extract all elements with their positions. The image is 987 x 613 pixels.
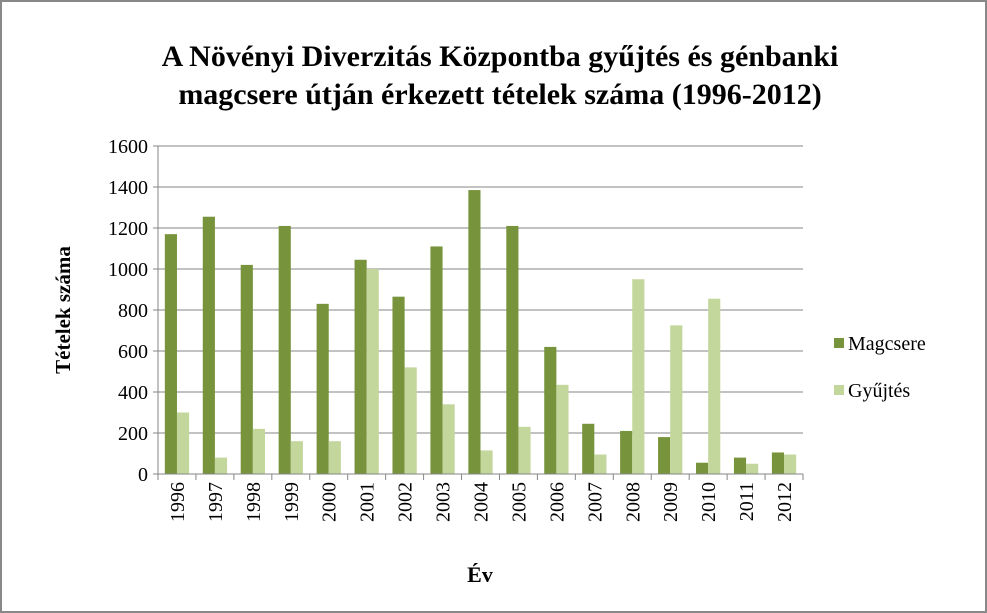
- bar: [290, 441, 303, 474]
- bar: [278, 225, 291, 474]
- bar: [544, 346, 557, 474]
- bar: [506, 225, 519, 474]
- bar: [252, 428, 265, 474]
- x-tick-label: 2003: [433, 482, 455, 522]
- legend-label: Magcsere: [848, 333, 926, 355]
- y-tick-label: 0: [138, 464, 148, 486]
- bar: [594, 454, 607, 474]
- bar: [404, 367, 417, 474]
- bar: [366, 269, 379, 474]
- y-tick-label: 600: [118, 341, 148, 363]
- x-tick-label: 2005: [508, 482, 530, 522]
- bar: [316, 303, 329, 474]
- bar: [620, 430, 633, 474]
- bar: [202, 216, 215, 474]
- bar: [696, 462, 709, 474]
- x-tick-label: 2012: [774, 482, 796, 522]
- x-axis-label: Év: [467, 562, 493, 587]
- x-tick-label: 2008: [622, 482, 644, 522]
- bar: [214, 457, 228, 474]
- bar: [658, 437, 671, 474]
- bar: [670, 325, 683, 474]
- x-tick-label: 2009: [660, 482, 682, 522]
- x-tick-label: 2007: [584, 482, 606, 522]
- x-tick-label: 2010: [698, 482, 720, 522]
- bar: [784, 454, 797, 474]
- bar: [518, 426, 531, 474]
- y-tick-label: 1000: [108, 259, 148, 281]
- bar: [354, 259, 367, 474]
- bar: [632, 279, 645, 474]
- x-tick-label: 2004: [471, 482, 493, 522]
- y-tick-label: 1400: [108, 177, 148, 199]
- bar: [430, 246, 443, 474]
- y-axis-label: Tételek száma: [51, 246, 75, 374]
- x-tick-label: 2002: [395, 482, 417, 522]
- bar: [392, 296, 405, 474]
- y-tick-label: 1200: [108, 218, 148, 240]
- x-tick-label: 2000: [319, 482, 341, 522]
- bar: [771, 452, 785, 474]
- legend-swatch: [834, 385, 844, 395]
- bar: [240, 264, 253, 474]
- bar: [164, 234, 177, 474]
- legend-swatch: [834, 338, 844, 348]
- bar: [746, 463, 759, 474]
- y-tick-label: 800: [118, 300, 148, 322]
- x-tick-label: 2001: [357, 482, 379, 522]
- bar: [733, 457, 747, 474]
- chart-title: magcsere útján érkezett tételek száma (1…: [178, 78, 821, 111]
- bar: [442, 404, 455, 474]
- x-tick-label: 2011: [736, 482, 758, 521]
- bar: [556, 384, 569, 474]
- y-tick-label: 200: [118, 423, 148, 445]
- x-tick-label: 1998: [243, 482, 265, 522]
- y-tick-label: 1600: [108, 136, 148, 158]
- bar: [582, 423, 595, 474]
- x-tick-label: 2006: [546, 482, 568, 522]
- legend-label: Gyűjtés: [848, 380, 910, 402]
- bar: [708, 298, 721, 474]
- bar: [328, 441, 341, 474]
- bar: [176, 412, 190, 474]
- x-tick-label: 1997: [205, 482, 227, 522]
- chart-title: A Növényi Diverzitás Központba gyűjtés é…: [162, 40, 839, 73]
- x-tick-label: 1996: [167, 482, 189, 522]
- bar: [468, 190, 481, 474]
- y-tick-label: 400: [118, 382, 148, 404]
- bar: [480, 450, 493, 474]
- x-tick-label: 1999: [281, 482, 303, 522]
